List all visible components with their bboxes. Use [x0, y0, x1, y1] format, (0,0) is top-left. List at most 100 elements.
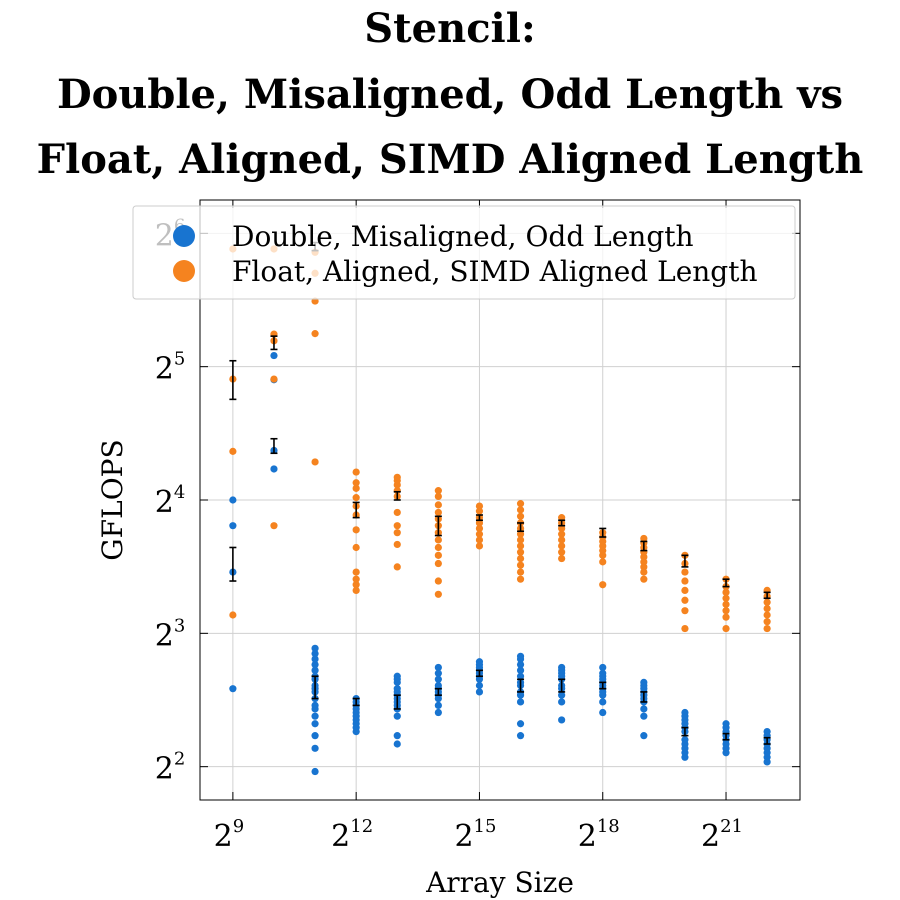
float-data-point	[393, 540, 401, 549]
y-tick-label: 24	[155, 482, 186, 520]
float-data-point	[516, 561, 525, 569]
float-data-point	[722, 600, 730, 608]
float-data-point	[475, 519, 484, 527]
double-data-point	[640, 678, 648, 686]
chart-title-line-2: Double, Misaligned, Odd Length vs	[57, 71, 843, 118]
double-data-point	[393, 712, 401, 720]
x-tick-label: 218	[578, 816, 620, 854]
float-data-point	[516, 554, 525, 563]
float-data-point	[352, 543, 360, 552]
error-bars	[229, 241, 771, 745]
double-data-point	[311, 732, 319, 740]
legend-marker-double	[173, 225, 195, 247]
y-tick-label: 25	[155, 349, 186, 387]
float-data-point	[393, 508, 401, 517]
float-data-point	[640, 534, 648, 543]
float-data-point	[558, 542, 566, 550]
float-data-point	[640, 563, 648, 571]
double-data-point	[681, 736, 689, 744]
double-data-point	[434, 701, 442, 710]
float-data-point	[516, 568, 525, 576]
x-tick-label: 29	[214, 816, 245, 854]
double-data-point	[516, 652, 525, 660]
double-data-point	[393, 740, 401, 748]
double-data-point	[434, 675, 442, 683]
float-data-point	[558, 530, 566, 538]
double-data-point	[640, 732, 648, 740]
float-data-point	[434, 501, 442, 509]
double-data-point	[599, 669, 607, 677]
double-data-point	[393, 672, 401, 680]
float-data-point	[763, 604, 771, 613]
double-data-point	[640, 712, 648, 720]
float-data-point	[722, 607, 730, 615]
float-data-point	[475, 502, 484, 510]
double-data-point	[311, 701, 319, 710]
x-tick-label: 221	[701, 816, 743, 854]
float-data-point	[352, 484, 360, 492]
double-data-point	[229, 522, 237, 530]
float-data-point	[352, 494, 360, 502]
double-data-point	[393, 685, 401, 693]
float-data-point	[475, 524, 484, 533]
double-data-point	[311, 712, 319, 720]
double-data-point	[475, 681, 484, 690]
y-tick-label: 23	[155, 615, 186, 653]
float-data-point	[229, 447, 237, 455]
double-data-point	[270, 351, 278, 360]
double-data-point	[763, 727, 771, 736]
float-data-point	[434, 508, 442, 517]
float-data-point	[393, 529, 401, 537]
float-data-point	[434, 487, 442, 495]
float-data-point	[516, 506, 525, 514]
float-data-point	[722, 588, 730, 596]
legend-marker-float	[173, 260, 195, 282]
double-data-point	[311, 744, 319, 752]
y-axis-label: GFLOPS	[96, 439, 129, 560]
float-data-point	[352, 479, 360, 487]
float-data-point	[434, 536, 442, 544]
double-data-point	[558, 691, 566, 699]
float-data-point	[599, 558, 607, 566]
float-data-point	[516, 512, 525, 520]
float-data-point	[352, 581, 360, 589]
double-data-point	[516, 660, 525, 669]
float-data-point	[681, 586, 689, 595]
float-data-point	[352, 575, 360, 583]
float-data-point	[434, 559, 442, 568]
float-data-point	[270, 522, 278, 530]
float-data-point	[434, 590, 442, 598]
float-data-point	[475, 507, 484, 515]
double-data-point	[599, 663, 607, 672]
float-data-point	[558, 514, 566, 522]
float-data-point	[270, 375, 278, 383]
float-data-point	[681, 624, 689, 633]
double-data-point	[516, 666, 525, 674]
legend-label-float: Float, Aligned, SIMD Aligned Length	[232, 255, 758, 288]
float-data-point	[352, 586, 360, 595]
float-data-point	[516, 542, 525, 550]
double-data-point	[311, 644, 319, 652]
double-data-point	[434, 681, 442, 690]
float-data-point	[434, 492, 442, 501]
float-data-point	[229, 611, 237, 619]
chart-title-line-1: Stencil:	[364, 5, 535, 52]
x-axis-label: Array Size	[425, 866, 574, 899]
double-data-point	[434, 663, 442, 672]
float-data-point	[558, 554, 566, 563]
x-tick-label: 212	[331, 816, 373, 854]
double-data-point	[311, 767, 319, 776]
float-data-point	[393, 563, 401, 571]
double-data-point	[681, 708, 689, 717]
float-data-point	[763, 618, 771, 626]
double-data-point	[558, 716, 566, 724]
float-data-point	[681, 596, 689, 604]
double-data-point	[270, 465, 278, 473]
double-data-point	[434, 669, 442, 677]
double-data-point	[558, 663, 566, 672]
float-data-point	[516, 548, 525, 556]
double-data-point	[640, 705, 648, 713]
double-data-point	[229, 685, 237, 693]
